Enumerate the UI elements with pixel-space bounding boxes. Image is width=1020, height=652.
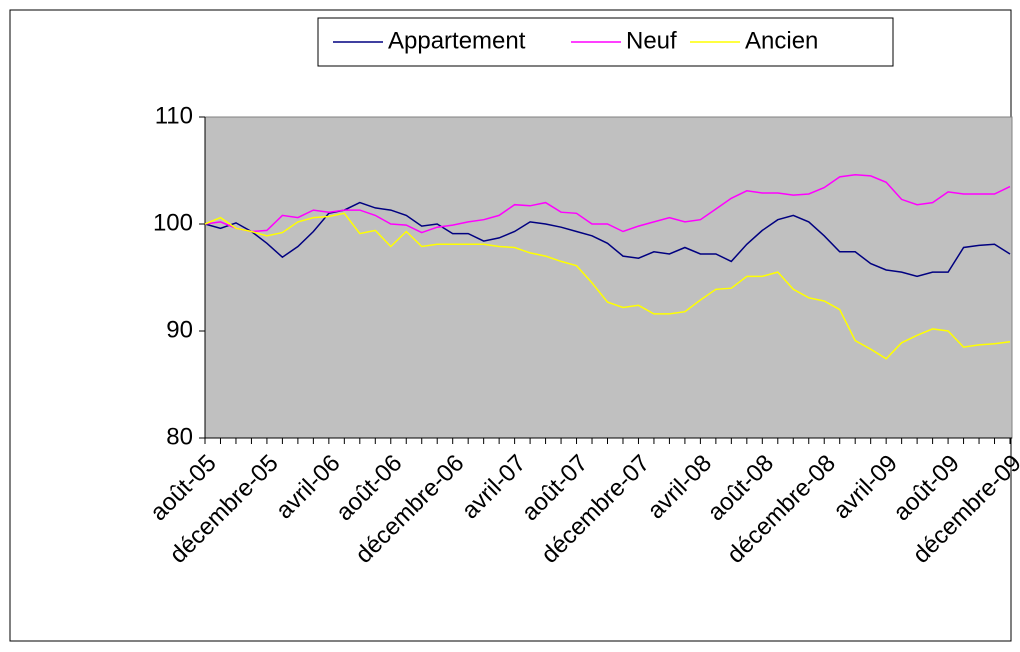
legend-label: Neuf bbox=[626, 27, 677, 54]
y-tick-label: 90 bbox=[166, 316, 193, 343]
plot-area bbox=[204, 116, 1013, 439]
legend-label: Ancien bbox=[745, 27, 818, 54]
y-tick-label: 110 bbox=[155, 102, 193, 129]
y-tick-label: 80 bbox=[166, 423, 193, 450]
legend-label: Appartement bbox=[388, 27, 526, 54]
line-series bbox=[204, 212, 1011, 360]
y-tick-label: 100 bbox=[153, 209, 193, 236]
line-series bbox=[204, 174, 1011, 234]
